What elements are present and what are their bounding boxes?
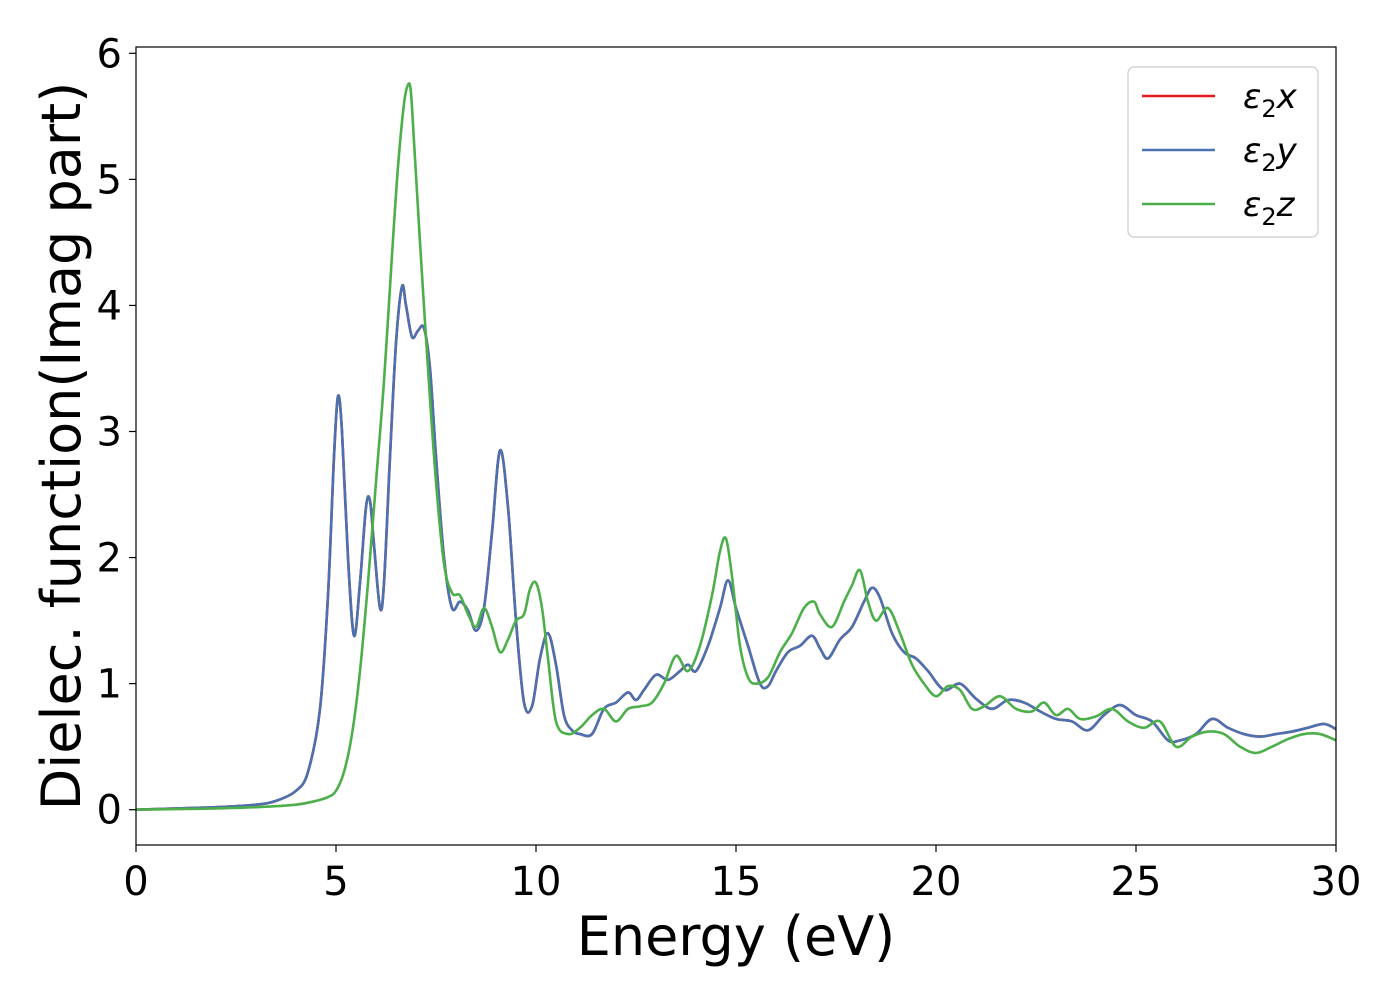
y-axis-title: Dielec. function(Imag part): [30, 82, 93, 811]
legend-label-2: ε2z: [1243, 185, 1296, 231]
legend-symbol: ε: [1243, 185, 1261, 225]
legend-symbol: ε: [1243, 77, 1261, 117]
y-tick-label: 4: [97, 283, 122, 329]
legend-subscript: 2: [1261, 203, 1276, 231]
series-line-2: [136, 82, 1336, 811]
x-axis-title: Energy (eV): [577, 905, 896, 968]
y-tick-label: 5: [97, 157, 122, 203]
y-tick-label: 1: [97, 662, 122, 708]
y-tick-label: 2: [97, 536, 122, 582]
x-tick-label: 5: [323, 859, 348, 905]
legend-variable: x: [1276, 77, 1298, 117]
x-tick-label: 25: [1111, 859, 1162, 905]
legend-label-0: ε2x: [1243, 77, 1298, 123]
series-layer: [136, 82, 1336, 811]
legend-variable: z: [1276, 185, 1296, 225]
x-tick-label: 10: [511, 859, 562, 905]
y-tick-label: 0: [97, 788, 122, 834]
y-tick-label: 6: [97, 31, 122, 77]
legend-variable: y: [1276, 131, 1298, 171]
x-tick-label: 0: [123, 859, 148, 905]
legend-subscript: 2: [1261, 95, 1276, 123]
legend-label-1: ε2y: [1243, 131, 1298, 177]
x-tick-label: 30: [1311, 859, 1362, 905]
y-axis: 0 1 2 3 4 5 6: [97, 31, 136, 834]
x-tick-label: 20: [911, 859, 962, 905]
x-axis: 0 5 10 15 20 25 30: [123, 845, 1361, 905]
x-tick-label: 15: [711, 859, 762, 905]
legend-box: [1127, 66, 1319, 238]
legend-subscript: 2: [1261, 149, 1276, 177]
legend-symbol: ε: [1243, 131, 1261, 171]
y-tick-label: 3: [97, 410, 122, 456]
